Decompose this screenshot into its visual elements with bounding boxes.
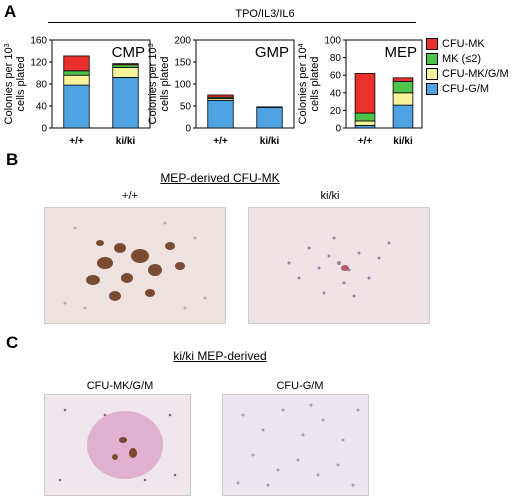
- plot-frame: [345, 39, 423, 129]
- bar-segment-mk-2-: [392, 80, 414, 94]
- bar-segment-cfu-mk-g-m: [392, 92, 414, 106]
- x-tick-label: +/+: [358, 136, 373, 147]
- y-tick-label: 60: [330, 71, 342, 82]
- legend-label: MK (≤2): [442, 52, 482, 65]
- bar-segment-cfu-mk-g-m: [63, 74, 90, 86]
- chart-area: 0 40 80 120 160 CMP Colonies per 103 cells plat…: [0, 24, 520, 159]
- micrograph-c-left: [44, 394, 191, 496]
- y-axis-label: Colonies per 103: [3, 43, 15, 124]
- bar-segment-cfu-mk: [392, 77, 414, 82]
- y-tick-label: 50: [180, 102, 192, 113]
- bar-segment-cfu-mk: [63, 55, 90, 72]
- y-tick-label: 200: [174, 36, 191, 47]
- y-tick-label: 0: [41, 124, 47, 135]
- x-tick-label: ki/ki: [116, 136, 136, 147]
- panel-c-caption: ki/ki MEP-derived: [173, 349, 267, 363]
- y-tick-label: 40: [36, 102, 48, 113]
- y-tick-label: 0: [185, 124, 191, 135]
- x-tick-label: ki/ki: [260, 136, 280, 147]
- legend-label: CFU-MK/G/M: [442, 67, 509, 80]
- legend-item-cfu-mk-g-m: CFU-MK/G/M: [426, 66, 509, 81]
- chart-title: MEP: [384, 44, 417, 61]
- legend-swatch: [426, 67, 438, 80]
- legend: CFU-MK MK (≤2) CFU-MK/G/M CFU-G/M: [426, 36, 509, 96]
- x-tick-label: ki/ki: [393, 136, 413, 147]
- y-tick-label: 40: [330, 88, 342, 99]
- y-tick-label: 150: [174, 58, 191, 69]
- bar-segment-cfu-g-m: [392, 104, 414, 129]
- y-tick-label: 80: [36, 80, 48, 91]
- chart-title: CMP: [112, 44, 145, 61]
- bar-segment-mk-2-: [112, 64, 139, 68]
- bar-segment-cfu-g-m: [112, 77, 139, 129]
- bar-segment-mk-2-: [354, 112, 376, 122]
- micrograph-b-kiki: [248, 207, 430, 324]
- bar-segment-mk-2-: [63, 70, 90, 76]
- panel-b-label-wt: +/+: [122, 190, 138, 202]
- panel-b-caption: MEP-derived CFU-MK: [160, 171, 280, 185]
- y-tick-label: 100: [174, 80, 191, 91]
- legend-item-cfu-g-m: CFU-G/M: [426, 81, 509, 96]
- legend-label: CFU-G/M: [442, 82, 490, 95]
- panel-c-label-right: CFU-G/M: [276, 380, 324, 392]
- bar-segment-cfu-g-m: [256, 106, 283, 129]
- legend-swatch: [426, 52, 438, 65]
- bar-segment-cfu-mk-g-m: [354, 120, 376, 126]
- panel-letter-b: B: [6, 150, 19, 169]
- y-axis-label: Colonies per 103: [147, 43, 159, 124]
- y-axis-label: Colonies per 104: [297, 43, 309, 124]
- bar-segment-cfu-g-m: [63, 84, 90, 129]
- chart-title: GMP: [255, 44, 289, 61]
- bar-segment-cfu-mk: [354, 73, 376, 114]
- x-tick-label: +/+: [213, 136, 228, 147]
- bar-segment-cfu-mk-g-m: [112, 67, 139, 78]
- micrograph-b-wt: [44, 207, 226, 324]
- y-tick-label: 80: [330, 53, 342, 64]
- panel-letter-a: A: [4, 2, 17, 21]
- y-axis-label: cells plated: [309, 56, 321, 111]
- y-tick-label: 20: [330, 106, 342, 117]
- legend-label: CFU-MK: [442, 37, 485, 50]
- bar-segment-cfu-mk: [112, 63, 139, 66]
- legend-item-cfu-mk: CFU-MK: [426, 36, 509, 51]
- legend-item-mk: MK (≤2): [426, 51, 509, 66]
- legend-swatch: [426, 82, 438, 95]
- panel-c-label-left: CFU-MK/G/M: [86, 380, 154, 392]
- y-axis-label: cells plated: [159, 56, 171, 111]
- bar-segment-cfu-g-m: [207, 99, 234, 129]
- x-tick-label: +/+: [69, 136, 84, 147]
- condition-line: [48, 22, 416, 23]
- panel-letter-c: C: [6, 333, 19, 352]
- y-tick-label: 100: [324, 36, 341, 47]
- y-axis-label: cells plated: [15, 56, 27, 111]
- bar-segment-cfu-mk: [207, 94, 234, 98]
- panel-b-label-kiki: ki/ki: [320, 190, 340, 202]
- condition-label: TPO/IL3/IL6: [235, 8, 295, 20]
- y-tick-label: 160: [30, 36, 47, 47]
- y-tick-label: 120: [30, 58, 47, 69]
- y-tick-label: 0: [335, 124, 341, 135]
- legend-swatch: [426, 37, 438, 50]
- micrograph-c-right: [222, 394, 369, 496]
